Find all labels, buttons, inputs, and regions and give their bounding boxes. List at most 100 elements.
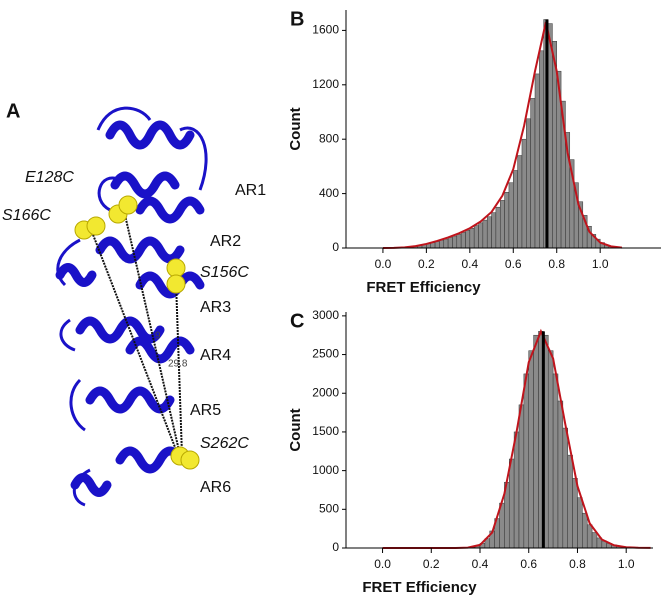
sphere bbox=[118, 195, 138, 215]
mutation-label: S166C bbox=[2, 207, 51, 224]
helix bbox=[55, 263, 97, 287]
y-tick-label: 400 bbox=[319, 186, 339, 200]
bar bbox=[513, 431, 520, 549]
bar bbox=[434, 241, 440, 249]
bar bbox=[518, 404, 525, 549]
fit-line bbox=[382, 22, 623, 249]
helix bbox=[110, 171, 180, 199]
panel-label: B bbox=[290, 8, 304, 30]
mutation-label: S156C bbox=[200, 264, 249, 281]
helix bbox=[70, 473, 112, 497]
repeat-label: AR4 bbox=[200, 347, 231, 364]
repeat-label: AR1 bbox=[235, 182, 266, 199]
bar bbox=[567, 454, 573, 549]
spheres bbox=[74, 195, 200, 470]
helix bbox=[75, 316, 165, 344]
bar bbox=[591, 532, 598, 549]
bar bbox=[456, 234, 462, 249]
helix bbox=[105, 120, 195, 150]
x-tick-label: 0.8 bbox=[569, 557, 586, 571]
distance-line bbox=[91, 231, 179, 456]
y-tick-label: 1600 bbox=[312, 23, 339, 37]
bar bbox=[572, 478, 578, 549]
bar bbox=[499, 200, 505, 249]
bar bbox=[586, 524, 593, 549]
bar bbox=[534, 73, 540, 249]
x-tick-label: 0.2 bbox=[418, 257, 435, 271]
bar bbox=[460, 232, 466, 249]
bar bbox=[473, 225, 479, 249]
x-axis-title: FRET Efficiency bbox=[366, 279, 481, 296]
bar bbox=[439, 239, 445, 249]
y-tick-label: 2500 bbox=[312, 347, 339, 361]
panel-label: A bbox=[6, 100, 20, 122]
bar bbox=[562, 427, 568, 549]
bar bbox=[521, 138, 527, 249]
bar bbox=[552, 373, 559, 549]
sphere bbox=[166, 258, 186, 278]
sphere bbox=[166, 274, 186, 294]
mutation-label: S262C bbox=[200, 435, 249, 452]
bar bbox=[508, 182, 514, 249]
bar bbox=[508, 458, 515, 549]
repeat-label: AR2 bbox=[210, 233, 241, 250]
distance-lines bbox=[91, 214, 183, 456]
helix bbox=[85, 386, 175, 414]
helix bbox=[135, 271, 205, 299]
distance-line bbox=[175, 281, 183, 456]
bar bbox=[517, 155, 523, 249]
bar bbox=[443, 238, 449, 249]
bar bbox=[582, 512, 588, 549]
x-tick-label: 0.0 bbox=[375, 257, 392, 271]
repeat-label: AR6 bbox=[200, 479, 231, 496]
bar bbox=[513, 170, 518, 249]
x-axis-title: FRET Efficiency bbox=[362, 579, 477, 596]
helix bbox=[125, 336, 195, 364]
bar bbox=[547, 350, 554, 549]
sphere bbox=[180, 450, 200, 470]
x-tick-label: 0.6 bbox=[505, 257, 522, 271]
y-tick-label: 3000 bbox=[312, 308, 339, 322]
y-tick-label: 1500 bbox=[312, 424, 339, 438]
panel-label: C bbox=[290, 310, 304, 332]
y-tick-label: 0 bbox=[332, 240, 339, 254]
bar bbox=[547, 23, 553, 249]
distance-label: 9 bbox=[155, 331, 161, 342]
bar bbox=[491, 212, 497, 249]
mutation-label: E128C bbox=[25, 169, 74, 186]
bar bbox=[465, 230, 471, 249]
x-tick-label: 0.0 bbox=[374, 557, 391, 571]
helix bbox=[95, 236, 185, 264]
y-axis-title: Count bbox=[287, 408, 304, 451]
x-tick-label: 0.2 bbox=[423, 557, 440, 571]
protein-structure: A E128C S166C S156C S262C AR1 AR2 AR3 AR… bbox=[2, 100, 266, 507]
x-tick-label: 0.6 bbox=[520, 557, 537, 571]
x-tick-label: 0.8 bbox=[548, 257, 565, 271]
bar bbox=[469, 228, 475, 249]
bar bbox=[577, 497, 583, 549]
bar bbox=[539, 50, 544, 249]
bar bbox=[526, 118, 531, 249]
y-tick-label: 1200 bbox=[312, 77, 339, 91]
bar bbox=[478, 222, 484, 249]
y-tick-label: 2000 bbox=[312, 385, 339, 399]
x-tick-label: 1.0 bbox=[618, 557, 635, 571]
bar bbox=[486, 216, 492, 249]
y-axis-title: Count bbox=[287, 107, 304, 150]
x-tick-label: 0.4 bbox=[472, 557, 489, 571]
bar bbox=[528, 350, 534, 549]
repeat-label: AR3 bbox=[200, 299, 231, 316]
y-tick-label: 800 bbox=[319, 131, 339, 145]
bar bbox=[523, 373, 529, 549]
sphere bbox=[86, 216, 106, 236]
bar bbox=[495, 206, 501, 249]
bar bbox=[557, 400, 564, 549]
bar bbox=[482, 219, 488, 249]
loop bbox=[56, 106, 208, 507]
x-tick-label: 0.4 bbox=[461, 257, 478, 271]
bar bbox=[533, 334, 539, 549]
helix bbox=[115, 446, 185, 474]
repeat-label: AR5 bbox=[190, 402, 221, 419]
distance-line bbox=[124, 214, 181, 456]
